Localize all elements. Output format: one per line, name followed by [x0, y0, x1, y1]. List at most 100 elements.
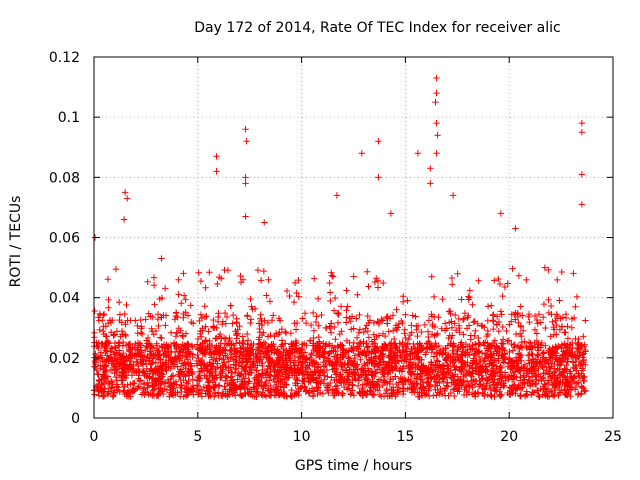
data-point	[440, 375, 447, 383]
data-point	[493, 381, 501, 388]
data-point	[481, 392, 488, 400]
data-point	[490, 339, 498, 347]
data-point	[158, 370, 165, 377]
data-point	[433, 373, 440, 380]
data-point	[390, 340, 398, 348]
data-point	[397, 375, 405, 382]
data-point	[486, 343, 493, 350]
data-point	[165, 363, 172, 370]
data-point	[242, 213, 249, 220]
data-point	[182, 385, 190, 392]
data-point	[157, 384, 164, 391]
data-point	[439, 345, 447, 353]
data-point	[442, 327, 449, 334]
data-point	[112, 355, 120, 362]
data-point	[100, 323, 107, 330]
data-point	[533, 330, 541, 337]
data-point	[566, 342, 573, 350]
data-point	[488, 351, 496, 359]
data-point	[451, 377, 458, 384]
data-point	[219, 361, 226, 369]
data-point	[434, 358, 441, 365]
data-point	[290, 298, 298, 306]
data-point	[421, 389, 428, 397]
data-point	[226, 334, 233, 342]
data-point	[114, 381, 121, 388]
data-point	[571, 384, 579, 392]
data-point	[200, 383, 208, 391]
data-point	[375, 332, 383, 339]
data-point	[256, 340, 263, 347]
data-point	[288, 340, 295, 347]
data-point	[449, 192, 457, 199]
data-point	[517, 391, 524, 399]
data-point	[466, 287, 474, 294]
data-point	[444, 351, 452, 358]
chart-title: Day 172 of 2014, Rate Of TEC Index for r…	[194, 20, 560, 36]
data-point	[104, 380, 112, 388]
data-point	[483, 374, 490, 382]
data-point	[504, 389, 511, 397]
data-point	[499, 345, 506, 353]
data-point	[554, 276, 561, 284]
data-point	[472, 361, 479, 368]
data-point	[152, 376, 160, 384]
data-point	[175, 291, 182, 298]
data-point	[120, 387, 127, 394]
data-point	[199, 327, 206, 334]
y-tick-label: 0.1	[58, 110, 80, 126]
data-point	[575, 370, 582, 377]
data-point	[461, 386, 468, 393]
data-point	[236, 322, 243, 330]
data-point	[379, 317, 387, 324]
data-point	[385, 328, 392, 335]
data-point	[94, 370, 101, 378]
data-point	[154, 315, 162, 323]
data-point	[447, 310, 454, 318]
data-point	[97, 362, 104, 369]
data-point	[409, 385, 416, 393]
data-point	[503, 327, 510, 335]
data-point	[254, 362, 261, 369]
data-point	[383, 385, 391, 393]
data-point	[493, 321, 501, 329]
data-point	[225, 358, 232, 365]
data-point	[168, 373, 175, 380]
data-point	[239, 333, 246, 340]
data-point	[317, 379, 324, 387]
data-point	[432, 362, 439, 369]
data-point	[206, 377, 214, 384]
data-point	[448, 324, 456, 331]
data-point	[317, 368, 324, 376]
y-tick-label: 0	[71, 411, 80, 427]
data-point	[509, 265, 516, 272]
data-point	[418, 328, 425, 336]
data-point	[550, 323, 557, 331]
data-point	[399, 319, 406, 327]
data-point	[497, 362, 504, 370]
data-point	[295, 358, 303, 366]
data-point	[347, 391, 354, 398]
data-point	[466, 294, 473, 301]
data-point	[152, 359, 160, 367]
data-point	[402, 311, 409, 318]
data-point	[490, 362, 497, 369]
data-point	[540, 363, 548, 370]
data-point	[261, 219, 268, 226]
data-point	[411, 389, 418, 396]
data-point	[131, 344, 138, 351]
data-point	[372, 344, 379, 352]
data-point	[310, 327, 318, 334]
data-point	[561, 365, 568, 372]
data-point	[568, 324, 575, 331]
data-point	[466, 362, 474, 369]
data-point	[339, 366, 347, 373]
data-point	[385, 354, 393, 361]
data-point	[157, 390, 164, 397]
data-point	[464, 358, 471, 366]
data-point	[301, 310, 309, 317]
data-point	[521, 338, 528, 345]
data-point	[472, 390, 479, 397]
data-point	[459, 316, 467, 324]
data-point	[386, 380, 394, 388]
